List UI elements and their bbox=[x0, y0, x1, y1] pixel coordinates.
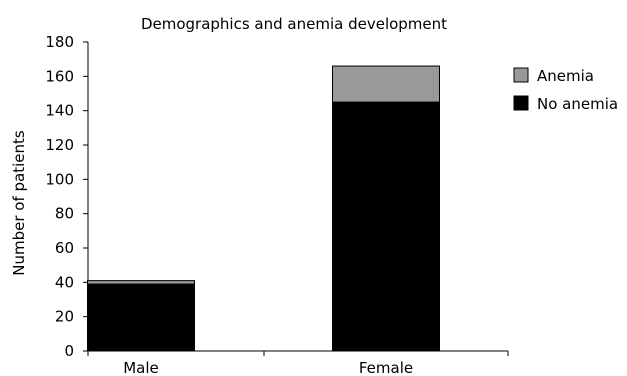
bars bbox=[87, 65, 440, 352]
x-ticks: Male Female bbox=[87, 351, 509, 376]
legend-swatch-no-anemia bbox=[513, 95, 529, 111]
y-tick-label: 120 bbox=[45, 136, 74, 154]
y-tick-label: 40 bbox=[55, 273, 74, 291]
x-tick-label: Female bbox=[359, 359, 413, 376]
y-tick-label: 0 bbox=[64, 342, 74, 360]
y-tick-label: 140 bbox=[45, 102, 74, 120]
x-tick-label: Male bbox=[123, 359, 159, 376]
bar-female-no-anemia bbox=[332, 101, 440, 352]
legend-label-no-anemia: No anemia bbox=[537, 95, 618, 113]
chart-title: Demographics and anemia development bbox=[141, 15, 447, 33]
y-tick-label: 20 bbox=[55, 308, 74, 326]
bar-female-anemia bbox=[332, 65, 440, 103]
legend-label-anemia: Anemia bbox=[537, 67, 594, 85]
y-tick-label: 180 bbox=[45, 33, 74, 51]
legend-swatch-anemia bbox=[513, 67, 529, 83]
bar-male-no-anemia bbox=[87, 283, 195, 352]
y-tick-label: 60 bbox=[55, 239, 74, 257]
y-tick-label: 80 bbox=[55, 205, 74, 223]
y-tick-label: 100 bbox=[45, 170, 74, 188]
y-axis-label: Number of patients bbox=[10, 130, 28, 276]
legend: Anemia No anemia bbox=[513, 67, 618, 113]
y-ticks: 0 20 40 60 80 100 120 140 160 180 bbox=[45, 33, 88, 360]
bar-male-anemia bbox=[87, 280, 195, 285]
y-tick-label: 160 bbox=[45, 67, 74, 85]
